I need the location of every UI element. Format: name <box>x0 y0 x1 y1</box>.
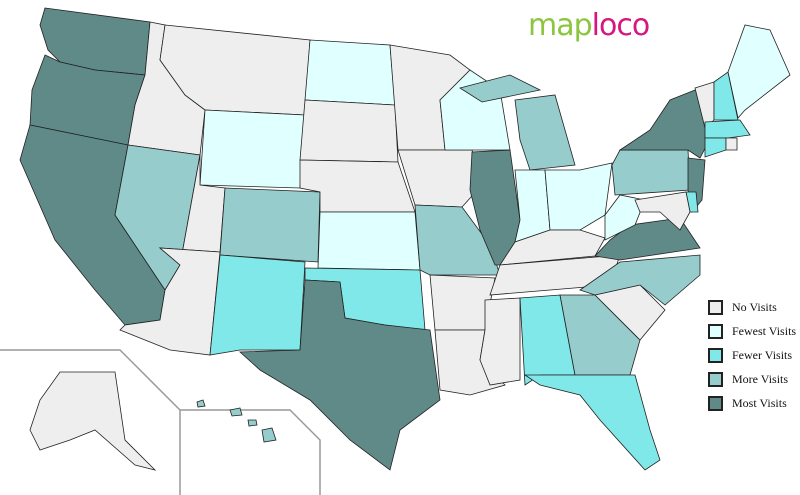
state-shape[interactable] <box>304 39 396 106</box>
state-shape[interactable] <box>209 254 306 356</box>
state-shape[interactable] <box>604 194 646 241</box>
state-shape[interactable] <box>219 187 321 263</box>
state-me[interactable] <box>727 24 791 119</box>
state-tx[interactable] <box>238 279 441 471</box>
state-md[interactable] <box>634 191 691 231</box>
legend-swatch <box>708 395 723 411</box>
state-ma[interactable] <box>704 119 751 139</box>
legend-swatch <box>708 299 723 315</box>
legend-label: No Visits <box>732 299 777 314</box>
legend-label: Most Visits <box>732 395 787 410</box>
state-nc[interactable] <box>579 254 701 306</box>
legend-item-no: No Visits <box>708 295 796 319</box>
state-shape[interactable] <box>261 427 277 443</box>
state-shape[interactable] <box>247 419 258 427</box>
state-shape[interactable] <box>317 211 421 271</box>
legend-item-more: More Visits <box>708 367 796 391</box>
logo-part-loco: loco <box>591 8 651 43</box>
state-mi[interactable] <box>459 74 576 171</box>
state-shape[interactable] <box>514 169 551 243</box>
inset-border <box>0 349 181 495</box>
state-nd[interactable] <box>304 39 396 106</box>
legend-item-fewest: Fewest Visits <box>708 319 796 343</box>
state-shape[interactable] <box>229 407 243 417</box>
state-shape[interactable] <box>611 149 691 196</box>
state-shape[interactable] <box>559 294 641 376</box>
state-ms[interactable] <box>479 297 521 386</box>
state-sd[interactable] <box>299 99 399 163</box>
state-nm[interactable] <box>209 254 306 356</box>
state-shape[interactable] <box>238 279 441 471</box>
state-shape[interactable] <box>579 254 701 306</box>
state-wy[interactable] <box>199 109 306 189</box>
state-ri[interactable] <box>725 137 738 151</box>
state-shape[interactable] <box>29 371 157 471</box>
state-ga[interactable] <box>559 294 641 376</box>
legend-label: Fewer Visits <box>732 347 793 362</box>
state-shape[interactable] <box>704 119 751 139</box>
maploco-logo: maploco <box>528 8 651 43</box>
logo-part-map: map <box>528 8 593 43</box>
state-shape[interactable] <box>725 137 738 151</box>
legend-swatch <box>708 323 723 339</box>
state-shape[interactable] <box>634 191 691 231</box>
state-ct[interactable] <box>704 137 727 158</box>
state-co[interactable] <box>219 187 321 263</box>
state-shape[interactable] <box>299 99 399 163</box>
legend: No Visits Fewest Visits Fewer Visits Mor… <box>708 295 796 415</box>
state-az[interactable] <box>119 247 221 356</box>
state-shape[interactable] <box>196 399 206 408</box>
state-fl[interactable] <box>523 374 661 471</box>
legend-swatch <box>708 347 723 363</box>
state-shape[interactable] <box>514 94 576 171</box>
state-ak[interactable] <box>29 371 157 471</box>
state-in[interactable] <box>514 169 551 243</box>
state-shape[interactable] <box>544 162 613 231</box>
legend-label: More Visits <box>732 371 789 386</box>
state-wv[interactable] <box>604 194 646 241</box>
state-hi[interactable] <box>196 399 277 443</box>
state-shape[interactable] <box>459 74 542 103</box>
state-shape[interactable] <box>479 297 521 386</box>
legend-item-most: Most Visits <box>708 391 796 415</box>
state-shape[interactable] <box>119 247 221 356</box>
state-shape[interactable] <box>199 109 306 189</box>
legend-swatch <box>708 371 723 387</box>
state-ks[interactable] <box>317 211 421 271</box>
state-shape[interactable] <box>704 137 727 158</box>
state-shape[interactable] <box>523 374 661 471</box>
legend-label: Fewest Visits <box>732 323 797 338</box>
state-oh[interactable] <box>544 162 613 231</box>
legend-item-fewer: Fewer Visits <box>708 343 796 367</box>
state-pa[interactable] <box>611 149 691 196</box>
state-shape[interactable] <box>727 24 791 119</box>
